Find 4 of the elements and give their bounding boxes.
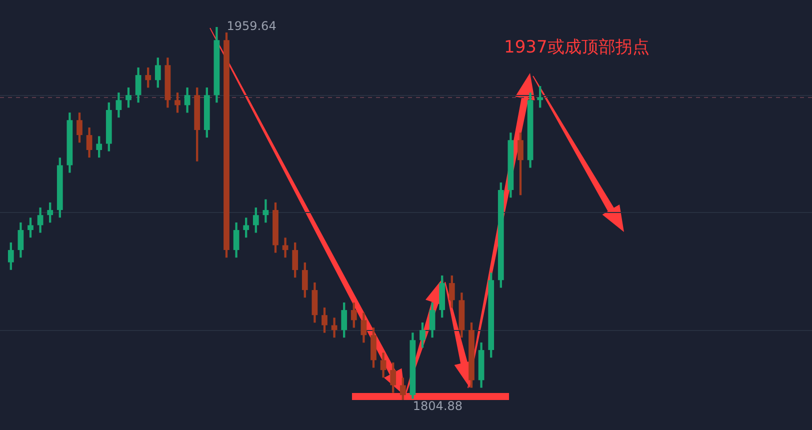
annotation: 1804.88 — [412, 399, 463, 414]
annotation: 1959.64 — [226, 19, 276, 34]
annotation: 1937或成顶部拐点 — [504, 37, 650, 58]
candlestick — [262, 199, 269, 223]
